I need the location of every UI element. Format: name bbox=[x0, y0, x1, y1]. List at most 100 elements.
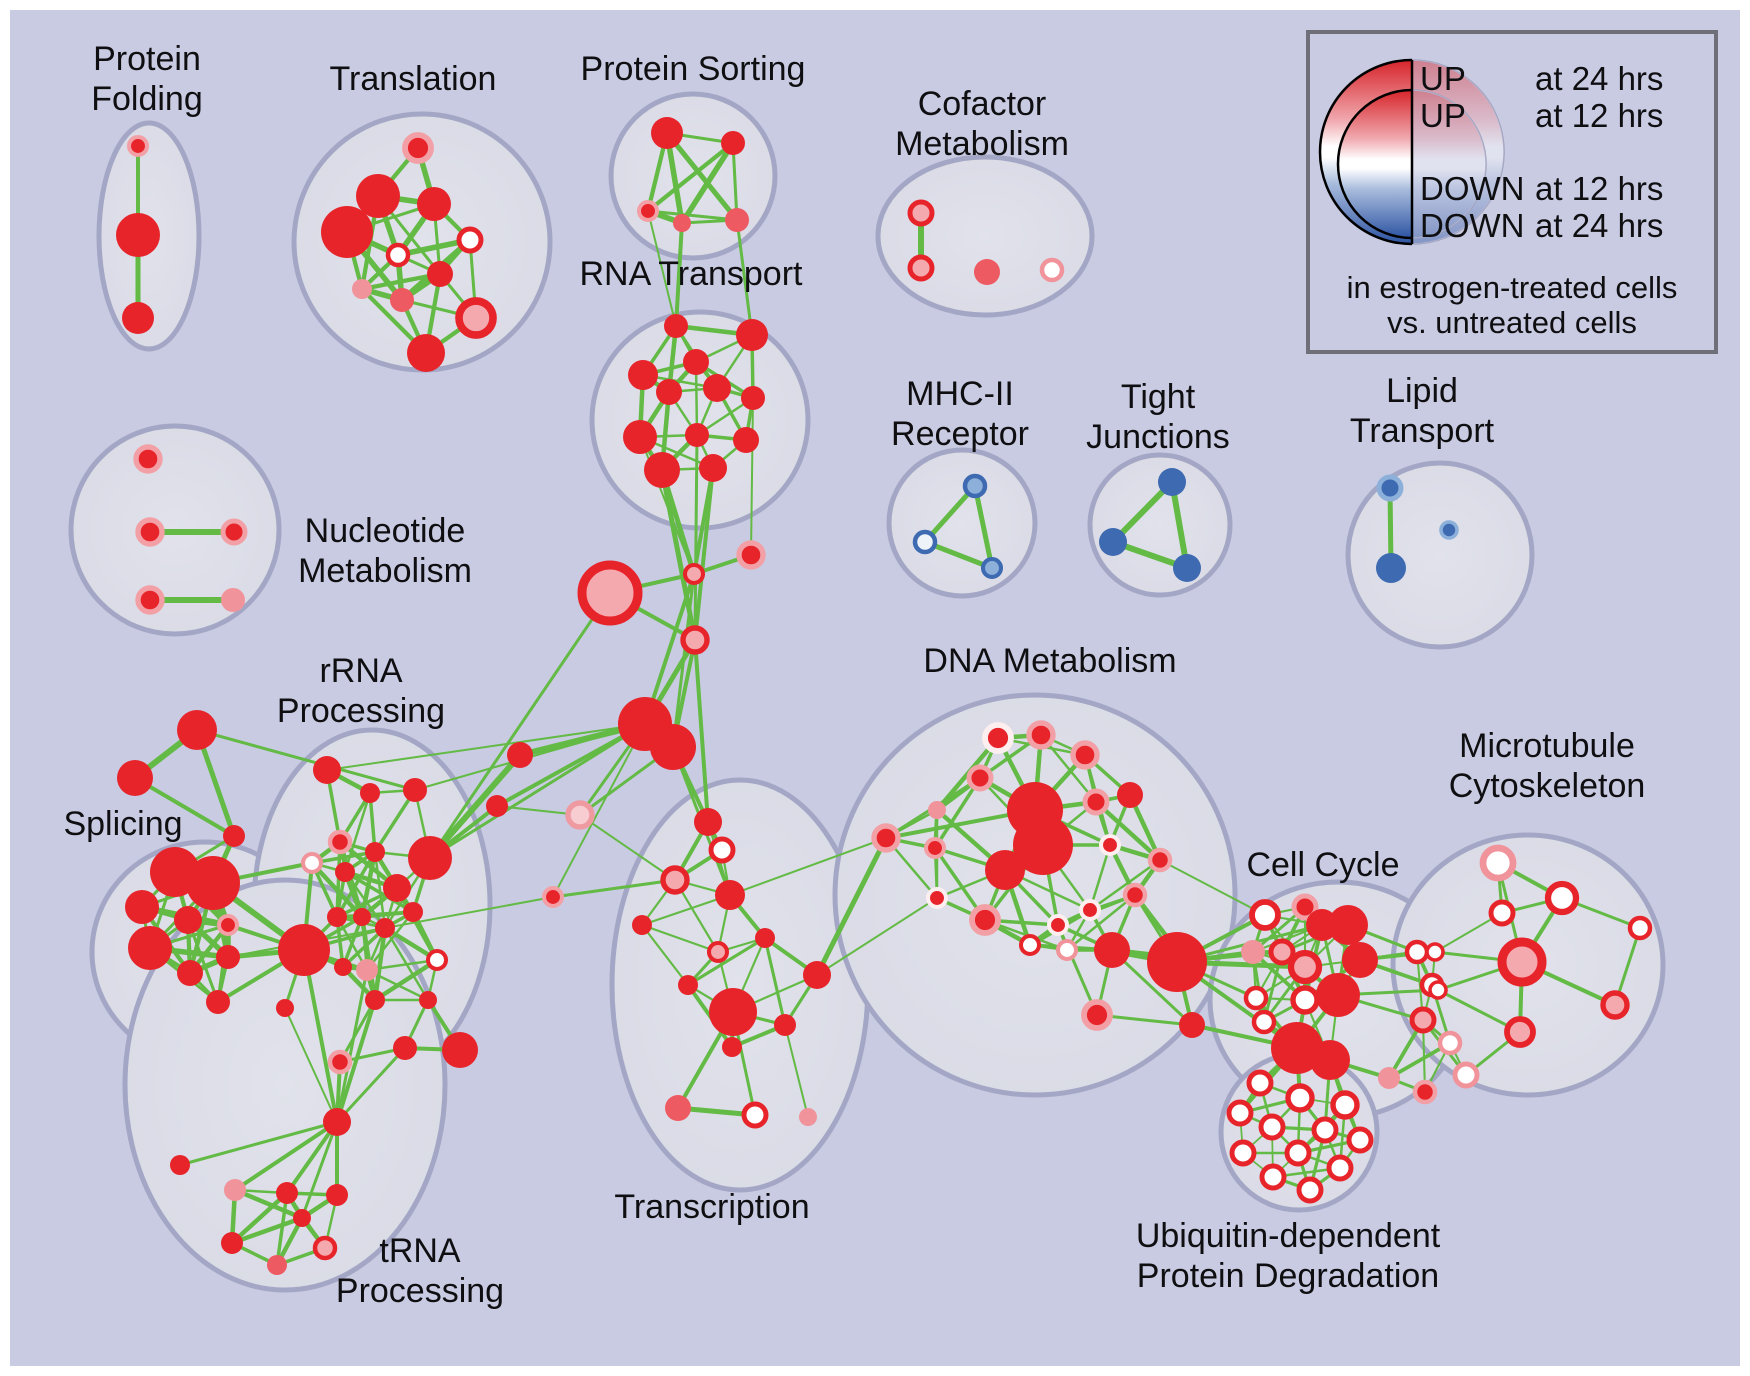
edge bbox=[285, 1120, 339, 1195]
edge bbox=[232, 1187, 305, 1221]
gene-node-179 bbox=[1311, 1116, 1339, 1144]
edge bbox=[735, 218, 754, 337]
gene-node-127 bbox=[1098, 833, 1122, 857]
gene-node-33 bbox=[974, 259, 1000, 285]
edge bbox=[1169, 479, 1190, 571]
gene-node-184 bbox=[1326, 1154, 1354, 1182]
gene-node-25 bbox=[741, 386, 765, 410]
gene-node-15 bbox=[721, 131, 745, 155]
cluster-label-tight-junctions-line0: Tight bbox=[1121, 378, 1196, 416]
cluster-label-rrna-processing-line1: Processing bbox=[277, 692, 445, 730]
gene-node-99 bbox=[507, 742, 533, 768]
edge bbox=[365, 968, 430, 1002]
gene-node-98 bbox=[680, 625, 710, 655]
edge bbox=[579, 814, 676, 881]
gene-node-146 bbox=[1268, 938, 1296, 966]
gene-node-130 bbox=[923, 836, 947, 860]
gene-node-5 bbox=[417, 187, 451, 221]
gene-node-30 bbox=[699, 454, 727, 482]
edge bbox=[359, 849, 378, 920]
gene-node-50 bbox=[117, 760, 153, 796]
edge bbox=[640, 923, 690, 987]
gene-node-62 bbox=[360, 783, 380, 803]
gene-node-137 bbox=[1018, 933, 1042, 957]
gene-node-167 bbox=[1425, 942, 1445, 962]
cluster-label-nucleotide-metabolism-line0: Nucleotide bbox=[305, 512, 466, 550]
gene-node-132 bbox=[925, 886, 949, 910]
gene-node-116 bbox=[799, 1108, 817, 1126]
cluster-cofactor-metabolism bbox=[875, 154, 1095, 318]
gene-node-105 bbox=[715, 880, 745, 910]
edge bbox=[372, 925, 388, 1003]
gene-node-79 bbox=[278, 924, 330, 976]
gene-node-172 bbox=[1627, 915, 1653, 941]
gene-node-16 bbox=[636, 199, 660, 223]
gene-node-3 bbox=[402, 132, 434, 164]
gene-node-63 bbox=[403, 778, 427, 802]
gene-node-58 bbox=[177, 960, 203, 986]
edge bbox=[1093, 799, 1163, 863]
node-layer bbox=[116, 117, 1653, 1275]
gene-node-91 bbox=[267, 1255, 287, 1275]
legend-dir-down-24: DOWN bbox=[1420, 207, 1524, 244]
edge bbox=[640, 893, 732, 927]
gene-node-55 bbox=[174, 906, 202, 934]
gene-node-80 bbox=[327, 1049, 353, 1075]
legend: UP at 24 hrs UP at 12 hrs DOWN at 12 hrs… bbox=[1306, 30, 1718, 354]
cluster-label-mhc-ii-receptor-line1: Receptor bbox=[891, 415, 1029, 453]
legend-dir-down-12: DOWN bbox=[1420, 170, 1524, 207]
cluster-label-cofactor-metabolism-line1: Metabolism bbox=[895, 125, 1069, 163]
gene-node-17 bbox=[673, 214, 691, 232]
gene-node-138 bbox=[1055, 938, 1079, 962]
gene-node-53 bbox=[186, 856, 240, 910]
gene-node-181 bbox=[1284, 1139, 1312, 1167]
gene-node-157 bbox=[1404, 939, 1430, 965]
gene-node-8 bbox=[385, 242, 411, 268]
gene-node-171 bbox=[1600, 990, 1630, 1020]
edge bbox=[233, 1120, 339, 1192]
gene-node-133 bbox=[969, 904, 1001, 936]
gene-node-32 bbox=[907, 254, 935, 282]
gene-node-43 bbox=[1158, 468, 1186, 496]
gene-node-61 bbox=[313, 756, 341, 784]
gene-node-135 bbox=[1078, 898, 1102, 922]
edge bbox=[428, 722, 647, 860]
cluster-label-dna-metabolism-line0: DNA Metabolism bbox=[923, 642, 1176, 680]
legend-time-down-24: at 24 hrs bbox=[1535, 207, 1663, 244]
gene-node-150 bbox=[1287, 949, 1323, 985]
gene-node-18 bbox=[725, 208, 749, 232]
gene-node-141 bbox=[1147, 932, 1207, 992]
edge bbox=[300, 1120, 339, 1220]
edge bbox=[284, 1007, 338, 1123]
gene-node-118 bbox=[982, 722, 1014, 754]
cluster-label-cofactor-metabolism-line0: Cofactor bbox=[918, 85, 1047, 123]
gene-node-108 bbox=[706, 940, 730, 964]
gene-node-66 bbox=[335, 862, 355, 882]
edge bbox=[933, 776, 982, 850]
gene-node-160 bbox=[1437, 1030, 1463, 1056]
gene-node-29 bbox=[644, 452, 680, 488]
gene-node-20 bbox=[736, 319, 768, 351]
edge bbox=[671, 572, 696, 749]
cluster-label-transcription-line0: Transcription bbox=[614, 1188, 809, 1226]
gene-node-169 bbox=[1497, 937, 1547, 987]
cluster-label-tight-junctions-line1: Junctions bbox=[1086, 418, 1230, 456]
gene-node-22 bbox=[628, 360, 658, 390]
gene-node-56 bbox=[216, 913, 240, 937]
edge bbox=[326, 723, 646, 771]
edge bbox=[551, 878, 677, 899]
edge bbox=[814, 835, 889, 978]
edge bbox=[335, 968, 369, 1124]
gene-node-75 bbox=[356, 959, 378, 981]
cluster-label-trna-processing-line1: Processing bbox=[336, 1272, 504, 1310]
edge bbox=[693, 433, 699, 642]
cluster-dna-metabolism bbox=[832, 692, 1238, 1098]
cluster-label-lipid-transport-line1: Transport bbox=[1350, 412, 1495, 450]
gene-node-124 bbox=[1117, 782, 1143, 808]
gene-node-68 bbox=[383, 874, 411, 902]
edge bbox=[1110, 948, 1194, 1027]
gene-node-152 bbox=[1290, 985, 1320, 1015]
cluster-transcription bbox=[609, 777, 871, 1193]
gene-node-113 bbox=[722, 1037, 742, 1057]
